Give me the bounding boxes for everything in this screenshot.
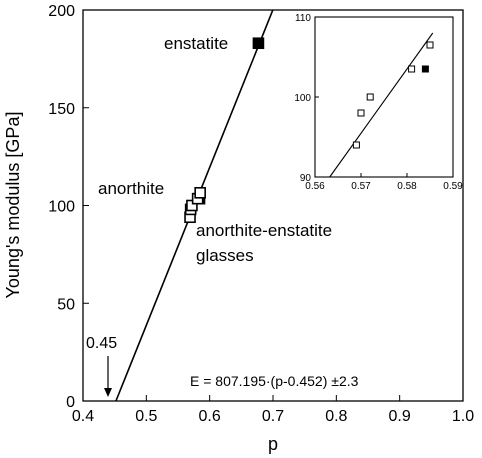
x-axis-title: p — [268, 434, 278, 454]
glasses-label-line2: glasses — [196, 246, 254, 265]
fit-equation: E = 807.195·(p-0.452) ±2.3 — [190, 373, 359, 389]
filled-square-point — [421, 65, 429, 73]
inset-plot-frame — [314, 16, 454, 178]
y-tick-label: 0 — [66, 394, 75, 411]
intercept-arrow — [104, 356, 112, 397]
open-square-point — [408, 65, 416, 73]
y-tick-label: 100 — [294, 93, 311, 104]
x-tick-label: 0.9 — [389, 408, 411, 425]
y-tick-label: 200 — [48, 3, 75, 20]
glasses-label-line1: anorthite-enstatite — [196, 221, 332, 240]
x-tick-label: 0.6 — [199, 408, 221, 425]
main-x-ticks: 0.4 0.5 0.6 0.7 0.8 0.9 1.0 — [72, 395, 474, 425]
x-tick-label: 0.8 — [325, 408, 347, 425]
x-tick-label: 0.56 — [305, 181, 325, 192]
inset-plot: 0.56 0.57 0.58 0.59 90 100 110 — [294, 13, 463, 192]
main-plot: 0.4 0.5 0.6 0.7 0.8 0.9 1.0 0 50 100 150 200 p You… — [3, 3, 474, 454]
main-data-points — [184, 37, 265, 224]
filled-square-point — [252, 37, 265, 50]
x-tick-label: 0.58 — [397, 181, 417, 192]
y-tick-label: 50 — [57, 296, 75, 313]
y-tick-label: 150 — [48, 101, 75, 118]
anorthite-label: anorthite — [98, 179, 164, 198]
open-square-point — [426, 41, 434, 49]
y-tick-label: 110 — [295, 13, 311, 24]
inset-data-points — [352, 41, 434, 149]
x-tick-label: 1.0 — [452, 408, 474, 425]
y-axis-title: Young's modulus [GPa] — [3, 112, 23, 299]
inset-fit-line — [329, 32, 434, 178]
intercept-label: 0.45 — [86, 335, 117, 352]
x-tick-label: 0.59 — [443, 181, 463, 192]
open-square-point — [357, 109, 365, 117]
y-tick-label: 90 — [300, 173, 312, 184]
main-y-ticks: 0 50 100 150 200 — [48, 3, 89, 411]
inset-y-ticks: 90 100 110 — [294, 13, 319, 184]
open-square-point — [366, 93, 374, 101]
x-tick-label: 0.5 — [135, 408, 157, 425]
open-square-point — [352, 141, 360, 149]
y-tick-label: 100 — [48, 199, 75, 216]
x-tick-label: 0.4 — [72, 408, 94, 425]
x-tick-label: 0.57 — [351, 181, 371, 192]
open-square-point — [194, 186, 206, 199]
inset-x-ticks: 0.56 0.57 0.58 0.59 — [305, 173, 463, 192]
enstatite-label: enstatite — [164, 34, 228, 53]
x-tick-label: 0.7 — [262, 408, 284, 425]
